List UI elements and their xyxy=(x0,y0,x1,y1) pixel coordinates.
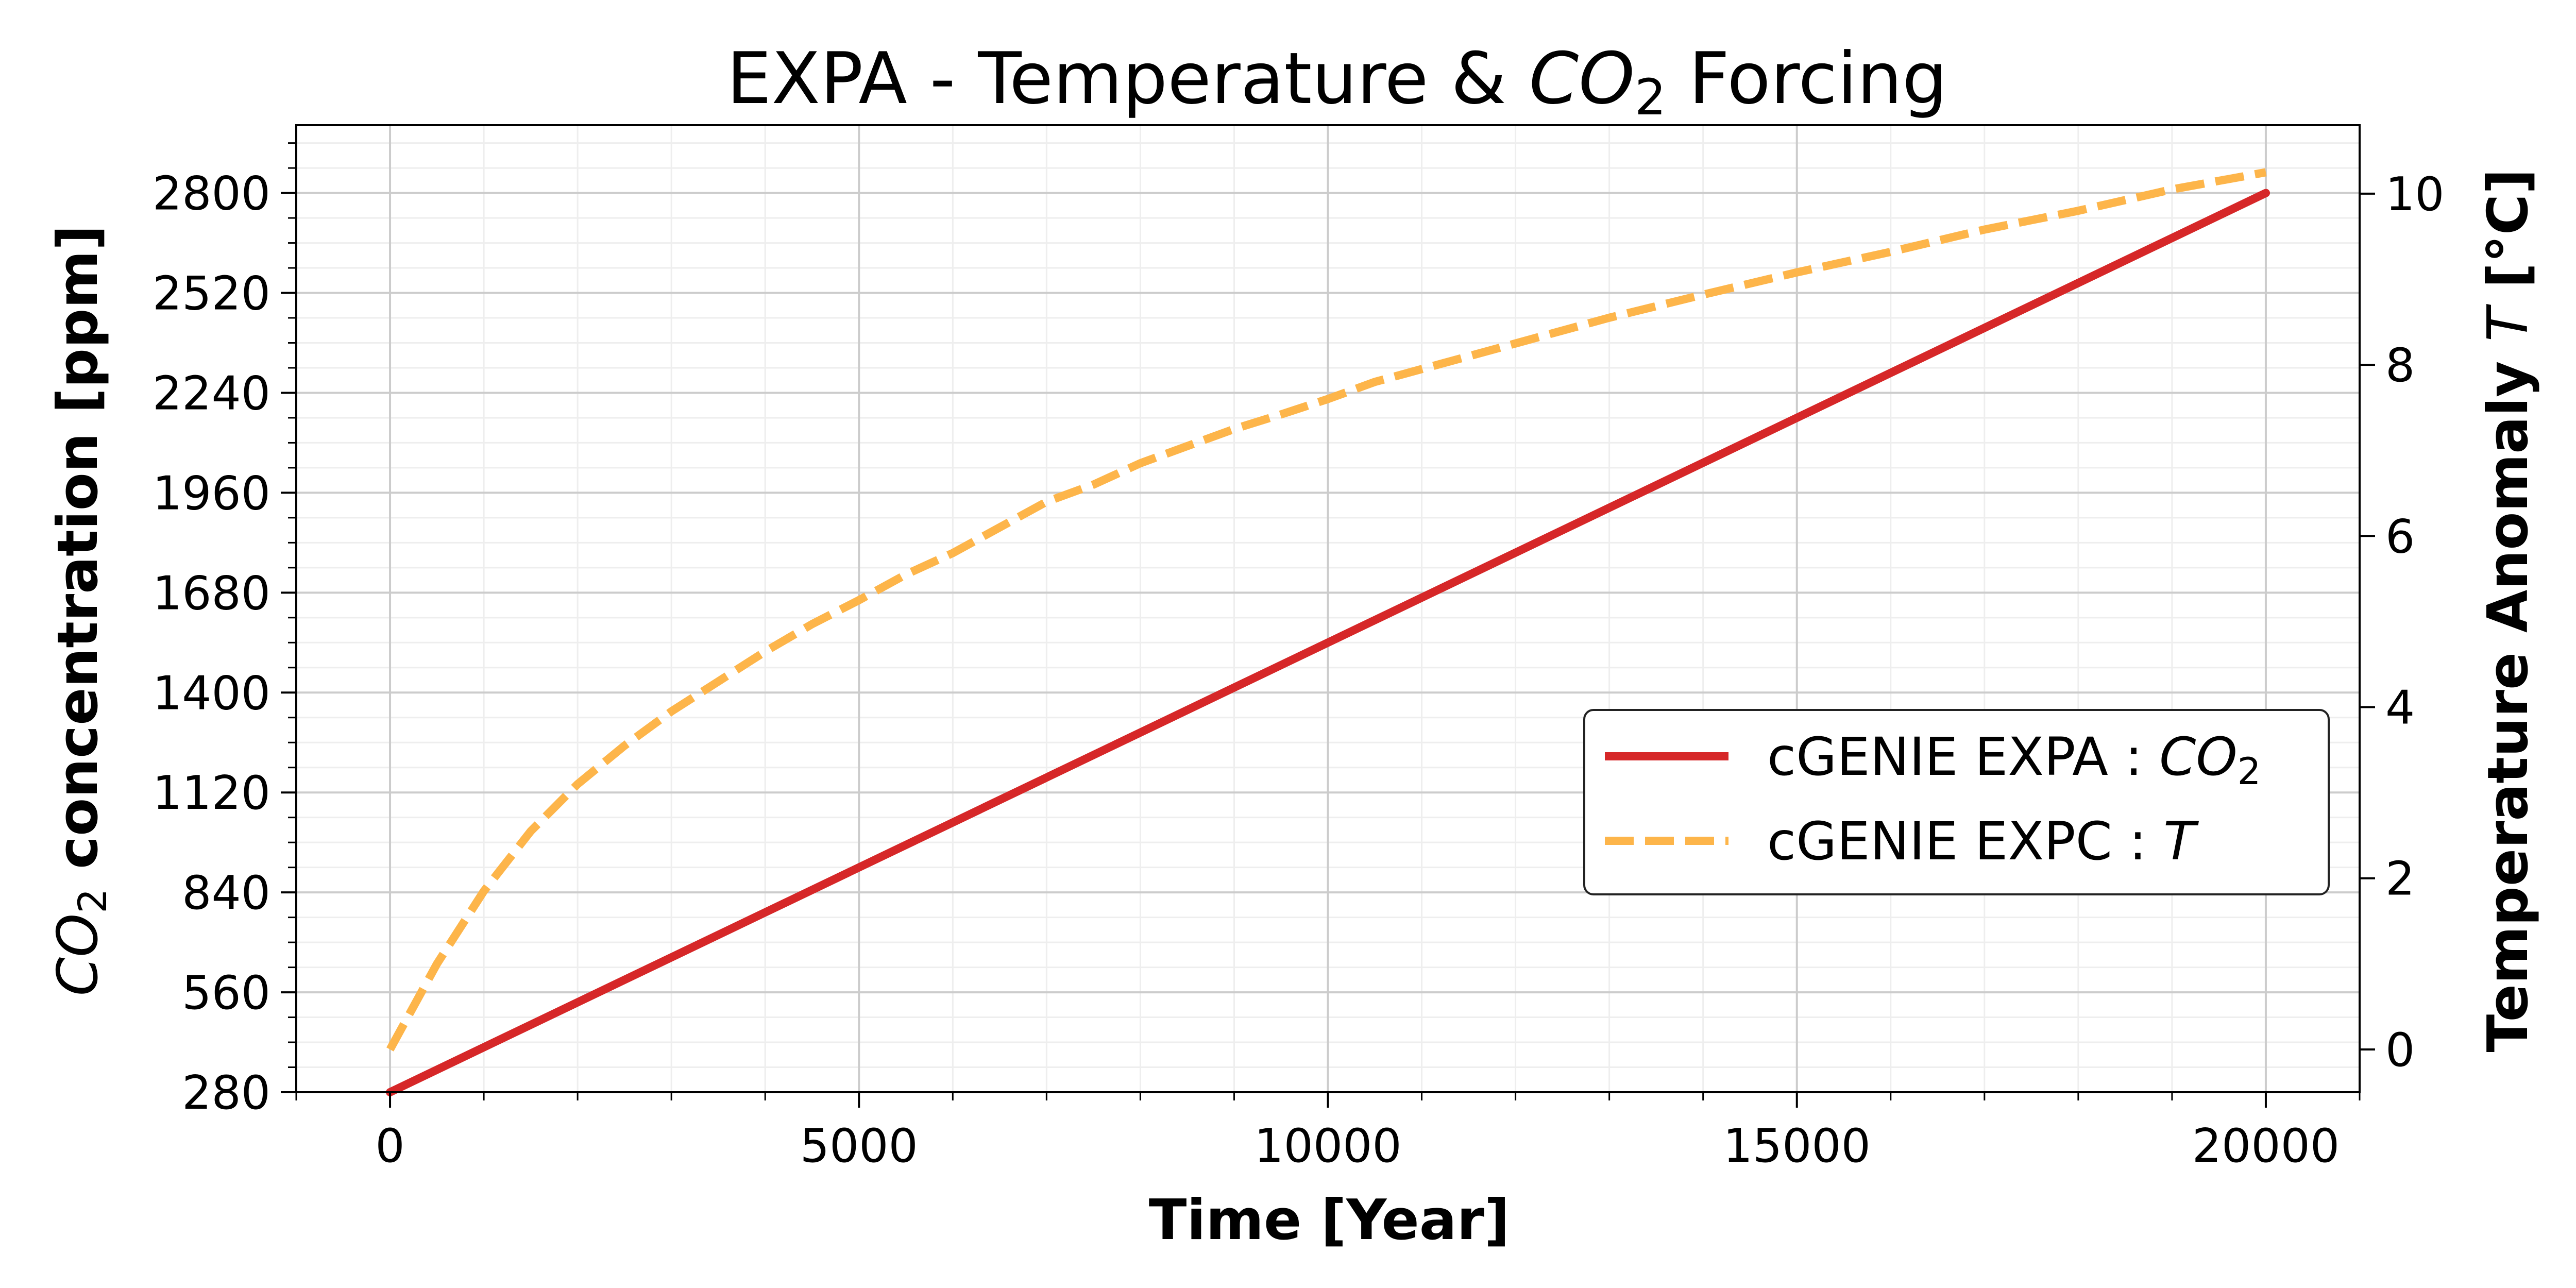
x-tick-label: 5000 xyxy=(800,1119,918,1173)
series-line-co2 xyxy=(386,189,2270,1096)
y-left-tick-label: 1960 xyxy=(152,466,270,520)
y-right-tick-label: 0 xyxy=(2385,1023,2415,1077)
legend: cGENIE EXPA : CO2 cGENIE EXPC : T xyxy=(1583,709,2330,895)
tick-layer xyxy=(281,142,2375,1108)
y-left-tick-label: 2240 xyxy=(152,366,270,420)
legend-box xyxy=(1583,709,2330,895)
x-tick-label: 15000 xyxy=(1723,1119,1871,1173)
y-right-tick-label: 4 xyxy=(2385,681,2415,735)
x-tick-label: 20000 xyxy=(2192,1119,2340,1173)
x-tick-label: 0 xyxy=(375,1119,404,1173)
series-layer xyxy=(386,168,2270,1096)
y-left-tick-label: 2800 xyxy=(152,167,270,221)
legend-label-temperature: cGENIE EXPC : T xyxy=(1767,811,2199,872)
y-left-tick-label: 280 xyxy=(182,1066,270,1120)
chart-title: EXPA - Temperature & CO2 Forcing xyxy=(726,37,1947,126)
y-left-tick-label: 1680 xyxy=(152,566,270,620)
y-left-tick-label: 560 xyxy=(182,966,270,1020)
x-tick-label: 10000 xyxy=(1254,1119,1401,1173)
x-axis-title: Time [Year] xyxy=(1149,1188,1510,1252)
y-right-tick-label: 8 xyxy=(2385,338,2415,393)
series-line-temperature xyxy=(386,168,2267,1052)
y-right-axis-title: Temperature Anomaly T [°C] xyxy=(2476,168,2540,1052)
label-layer: 0 5000 10000 15000 2000028056084011201400168… xyxy=(152,167,2445,1173)
grid-layer xyxy=(295,125,2361,1093)
y-left-tick-label: 2520 xyxy=(152,267,270,321)
y-left-tick-label: 1400 xyxy=(152,666,270,720)
y-right-tick-label: 2 xyxy=(2385,852,2415,906)
y-left-tick-label: 840 xyxy=(182,866,270,920)
y-left-tick-label: 1120 xyxy=(152,766,270,820)
y-left-axis-title: CO2 concentration [ppm] xyxy=(46,225,115,996)
y-right-tick-label: 6 xyxy=(2385,510,2415,564)
legend-label-co2: cGENIE EXPA : CO2 xyxy=(1767,726,2261,793)
y-right-tick-label: 10 xyxy=(2385,167,2445,222)
